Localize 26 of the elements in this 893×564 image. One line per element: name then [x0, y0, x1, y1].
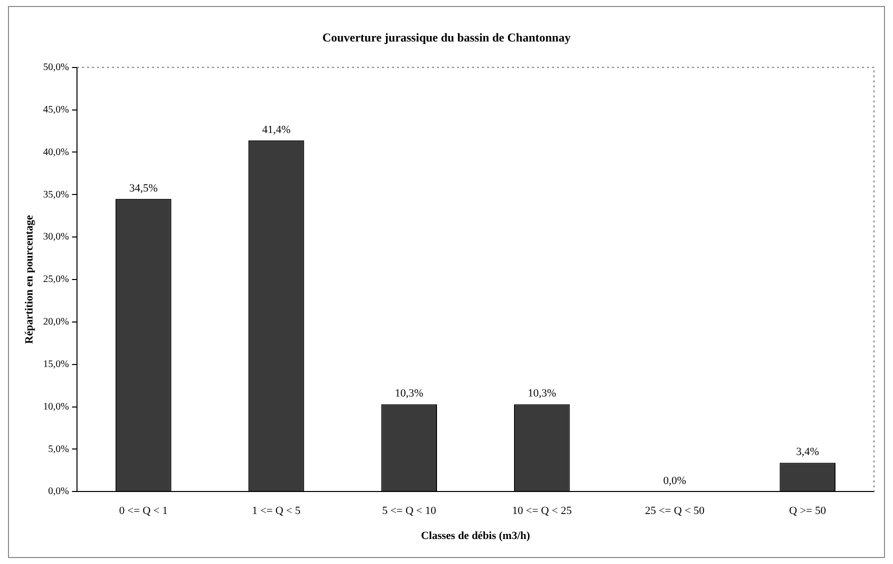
data-label: 41,4% — [262, 124, 290, 136]
x-axis-title: Classes de débis (m3/h) — [420, 530, 530, 542]
data-label: 0,0% — [663, 474, 686, 487]
x-tick-label: 5 <= Q < 10 — [382, 505, 437, 518]
x-tick-label: 25 <= Q < 50 — [644, 505, 706, 518]
data-label: 34,5% — [129, 182, 158, 194]
x-tick-label: 10 <= Q < 25 — [512, 505, 572, 518]
y-tick-label: 40,0% — [43, 146, 70, 158]
data-label: 10,3% — [394, 388, 424, 400]
chart-title: Couverture jurassique du bassin de Chantonnay — [322, 30, 571, 44]
data-label: 3,4% — [796, 446, 820, 458]
data-label: 10,3% — [528, 388, 556, 400]
y-tick-label: 20,0% — [43, 316, 70, 328]
y-tick-label: 15,0% — [43, 358, 70, 370]
y-tick-label: 25,0% — [43, 274, 70, 286]
y-tick-label: 30,0% — [43, 232, 70, 243]
y-tick-label: 45,0% — [43, 104, 70, 116]
y-tick-label: 0,0% — [48, 486, 70, 498]
x-tick-label: 0 <= Q < 1 — [119, 505, 168, 518]
x-tick-label: Q >= 50 — [789, 505, 827, 518]
y-tick-label: 10,0% — [43, 401, 70, 412]
x-tick-label: 1 <= Q < 5 — [252, 505, 302, 518]
y-tick-label: 5,0% — [48, 444, 70, 455]
y-axis-title: Répartition en pourcentage — [23, 215, 36, 344]
y-tick-label: 50,0% — [43, 62, 70, 74]
y-tick-label: 35,0% — [43, 189, 70, 200]
